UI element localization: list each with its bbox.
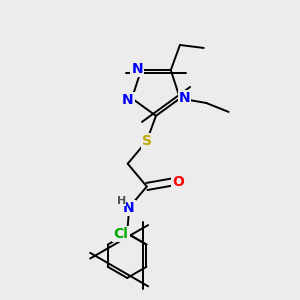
Text: N: N [131,61,143,76]
Text: N: N [178,92,190,105]
Text: Cl: Cl [114,227,128,241]
Text: H: H [117,196,126,206]
Text: N: N [122,93,134,107]
Text: N: N [123,201,134,215]
Text: S: S [142,134,152,148]
Text: O: O [172,175,184,189]
